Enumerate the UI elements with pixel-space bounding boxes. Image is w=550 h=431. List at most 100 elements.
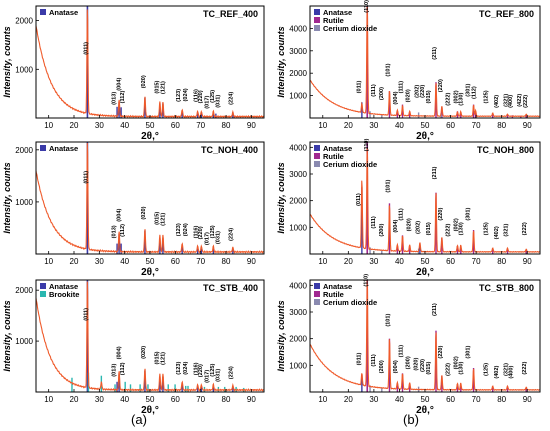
chart-panel: 10 20 30 40 50 60 70 80 90 1000 2000 3000 4000 2θ,° In… — [276, 0, 541, 142]
peak-annotation: (123) — [176, 223, 182, 236]
legend-label: Rutile — [323, 152, 344, 161]
peak-annotation: (004) — [116, 346, 122, 359]
y-axis-label: Intensity, counts — [2, 300, 12, 371]
peak-annotation: (011) — [83, 308, 89, 321]
x-tick-label: 60 — [171, 121, 180, 130]
peak-annotation: (020) — [413, 357, 419, 370]
x-tick-label: 20 — [344, 257, 353, 266]
legend-swatch — [314, 299, 320, 305]
x-tick-label: 10 — [318, 395, 327, 404]
peak-annotation: (211) — [432, 47, 438, 60]
chart-panel: 10 20 30 40 50 60 70 80 90 1000 2000 3000 4000 2θ,° In… — [276, 138, 541, 278]
peak-annotation: (121) — [160, 81, 166, 94]
peak-annotation: (110) — [364, 0, 370, 13]
peak-annotation: (110) — [364, 138, 370, 151]
peak-annotation: (116) — [193, 225, 199, 238]
x-tick-label: 70 — [196, 395, 205, 404]
x-tick-label: 20 — [344, 121, 353, 130]
x-axis-label: 2θ,° — [141, 405, 159, 416]
peak-annotation: (224) — [229, 92, 235, 105]
peak-annotation: (422) — [517, 94, 523, 107]
y-tick-label: 3000 — [289, 308, 307, 317]
x-axis-label: 2θ,° — [416, 131, 434, 142]
peak-annotation: (125) — [210, 225, 216, 238]
y-tick-label: 4000 — [289, 24, 307, 33]
peak-annotation: (111) — [371, 354, 377, 367]
legend-label: Cerium dioxide — [323, 24, 377, 33]
peak-annotation: (112) — [472, 86, 478, 99]
x-tick-label: 40 — [395, 395, 404, 404]
y-axis-label: Intensity, counts — [276, 26, 286, 97]
x-tick-label: 80 — [497, 121, 506, 130]
y-tick-label: 2000 — [289, 335, 307, 344]
peak-annotation: (130) — [458, 92, 464, 105]
peak-annotation: (111) — [371, 84, 377, 97]
legend-swatch — [314, 153, 320, 159]
peak-annotation: (220) — [198, 364, 204, 377]
peak-annotation: (321) — [504, 223, 510, 236]
legend-label: Anatase — [49, 144, 78, 153]
chart-panel: 10 20 30 40 50 60 70 80 90 1000 2000 2θ,° Intensity,… — [2, 279, 265, 416]
y-tick-label: 4000 — [289, 143, 307, 152]
x-tick-label: 80 — [497, 257, 506, 266]
x-axis-label: 2θ,° — [416, 405, 434, 416]
peak-annotation: (101) — [385, 179, 391, 192]
peak-annotation: (125) — [484, 222, 490, 235]
peak-annotation: (112) — [120, 362, 126, 375]
peak-annotation: (015) — [155, 351, 161, 364]
column-label-a: (a) — [131, 412, 147, 427]
x-tick-label: 10 — [44, 121, 53, 130]
peak-annotation: (202) — [415, 221, 421, 234]
peak-annotation: (402) — [494, 365, 500, 378]
peak-annotation: (004) — [116, 209, 122, 222]
x-tick-label: 30 — [369, 121, 378, 130]
chart-panel: 10 20 30 40 50 60 70 80 90 1000 2000 3000 4000 2θ,° In… — [276, 274, 541, 416]
legend-label: Anatase — [49, 8, 78, 17]
peak-annotation: (111) — [399, 81, 405, 94]
peak-annotation: (013) — [112, 92, 118, 105]
x-tick-label: 50 — [421, 121, 430, 130]
legend-swatch — [314, 25, 320, 31]
peak-annotation: (015) — [426, 90, 432, 103]
peak-annotation: (220) — [198, 90, 204, 103]
x-tick-label: 30 — [95, 121, 104, 130]
peak-annotation: (125) — [484, 90, 490, 103]
peak-annotation: (004) — [393, 360, 399, 373]
peak-annotation: (110) — [364, 274, 370, 287]
x-tick-label: 20 — [344, 395, 353, 404]
peak-annotation: (121) — [160, 352, 166, 365]
x-tick-label: 90 — [523, 257, 532, 266]
chart-title: TC_STB_800 — [479, 283, 534, 293]
peak-annotation: (002) — [453, 218, 459, 231]
peak-annotation: (220) — [438, 79, 444, 92]
x-tick-label: 30 — [95, 395, 104, 404]
y-tick-label: 3000 — [289, 170, 307, 179]
peak-annotation: (020) — [406, 89, 412, 102]
peak-annotation: (024) — [183, 88, 189, 101]
peak-annotation: (222) — [445, 363, 451, 376]
peak-annotation: (222) — [523, 95, 529, 108]
y-tick-label: 1000 — [15, 198, 33, 207]
x-axis-label: 2θ,° — [141, 131, 159, 142]
y-tick-label: 2000 — [15, 17, 33, 26]
peak-annotation: (400) — [508, 95, 514, 108]
peak-annotation: (220) — [438, 207, 444, 220]
legend-swatch — [314, 9, 320, 15]
column-label-b: (b) — [403, 412, 419, 427]
chart-title: TC_REF_800 — [479, 9, 534, 19]
x-tick-label: 90 — [523, 395, 532, 404]
peak-annotation: (220) — [420, 85, 426, 98]
legend-label: Rutile — [323, 290, 344, 299]
peak-annotation: (200) — [406, 356, 412, 369]
x-axis-label: 2θ,° — [141, 267, 159, 278]
y-tick-label: 1000 — [289, 92, 307, 101]
peak-annotation: (017) — [204, 370, 210, 383]
peak-annotation: (224) — [229, 366, 235, 379]
peak-annotation: (002) — [453, 356, 459, 369]
y-tick-label: 2000 — [289, 197, 307, 206]
x-tick-label: 80 — [222, 121, 231, 130]
peak-annotation: (121) — [160, 213, 166, 226]
peak-annotation: (002) — [453, 90, 459, 103]
peak-annotation: (101) — [385, 63, 391, 76]
peak-annotation: (222) — [522, 361, 528, 374]
